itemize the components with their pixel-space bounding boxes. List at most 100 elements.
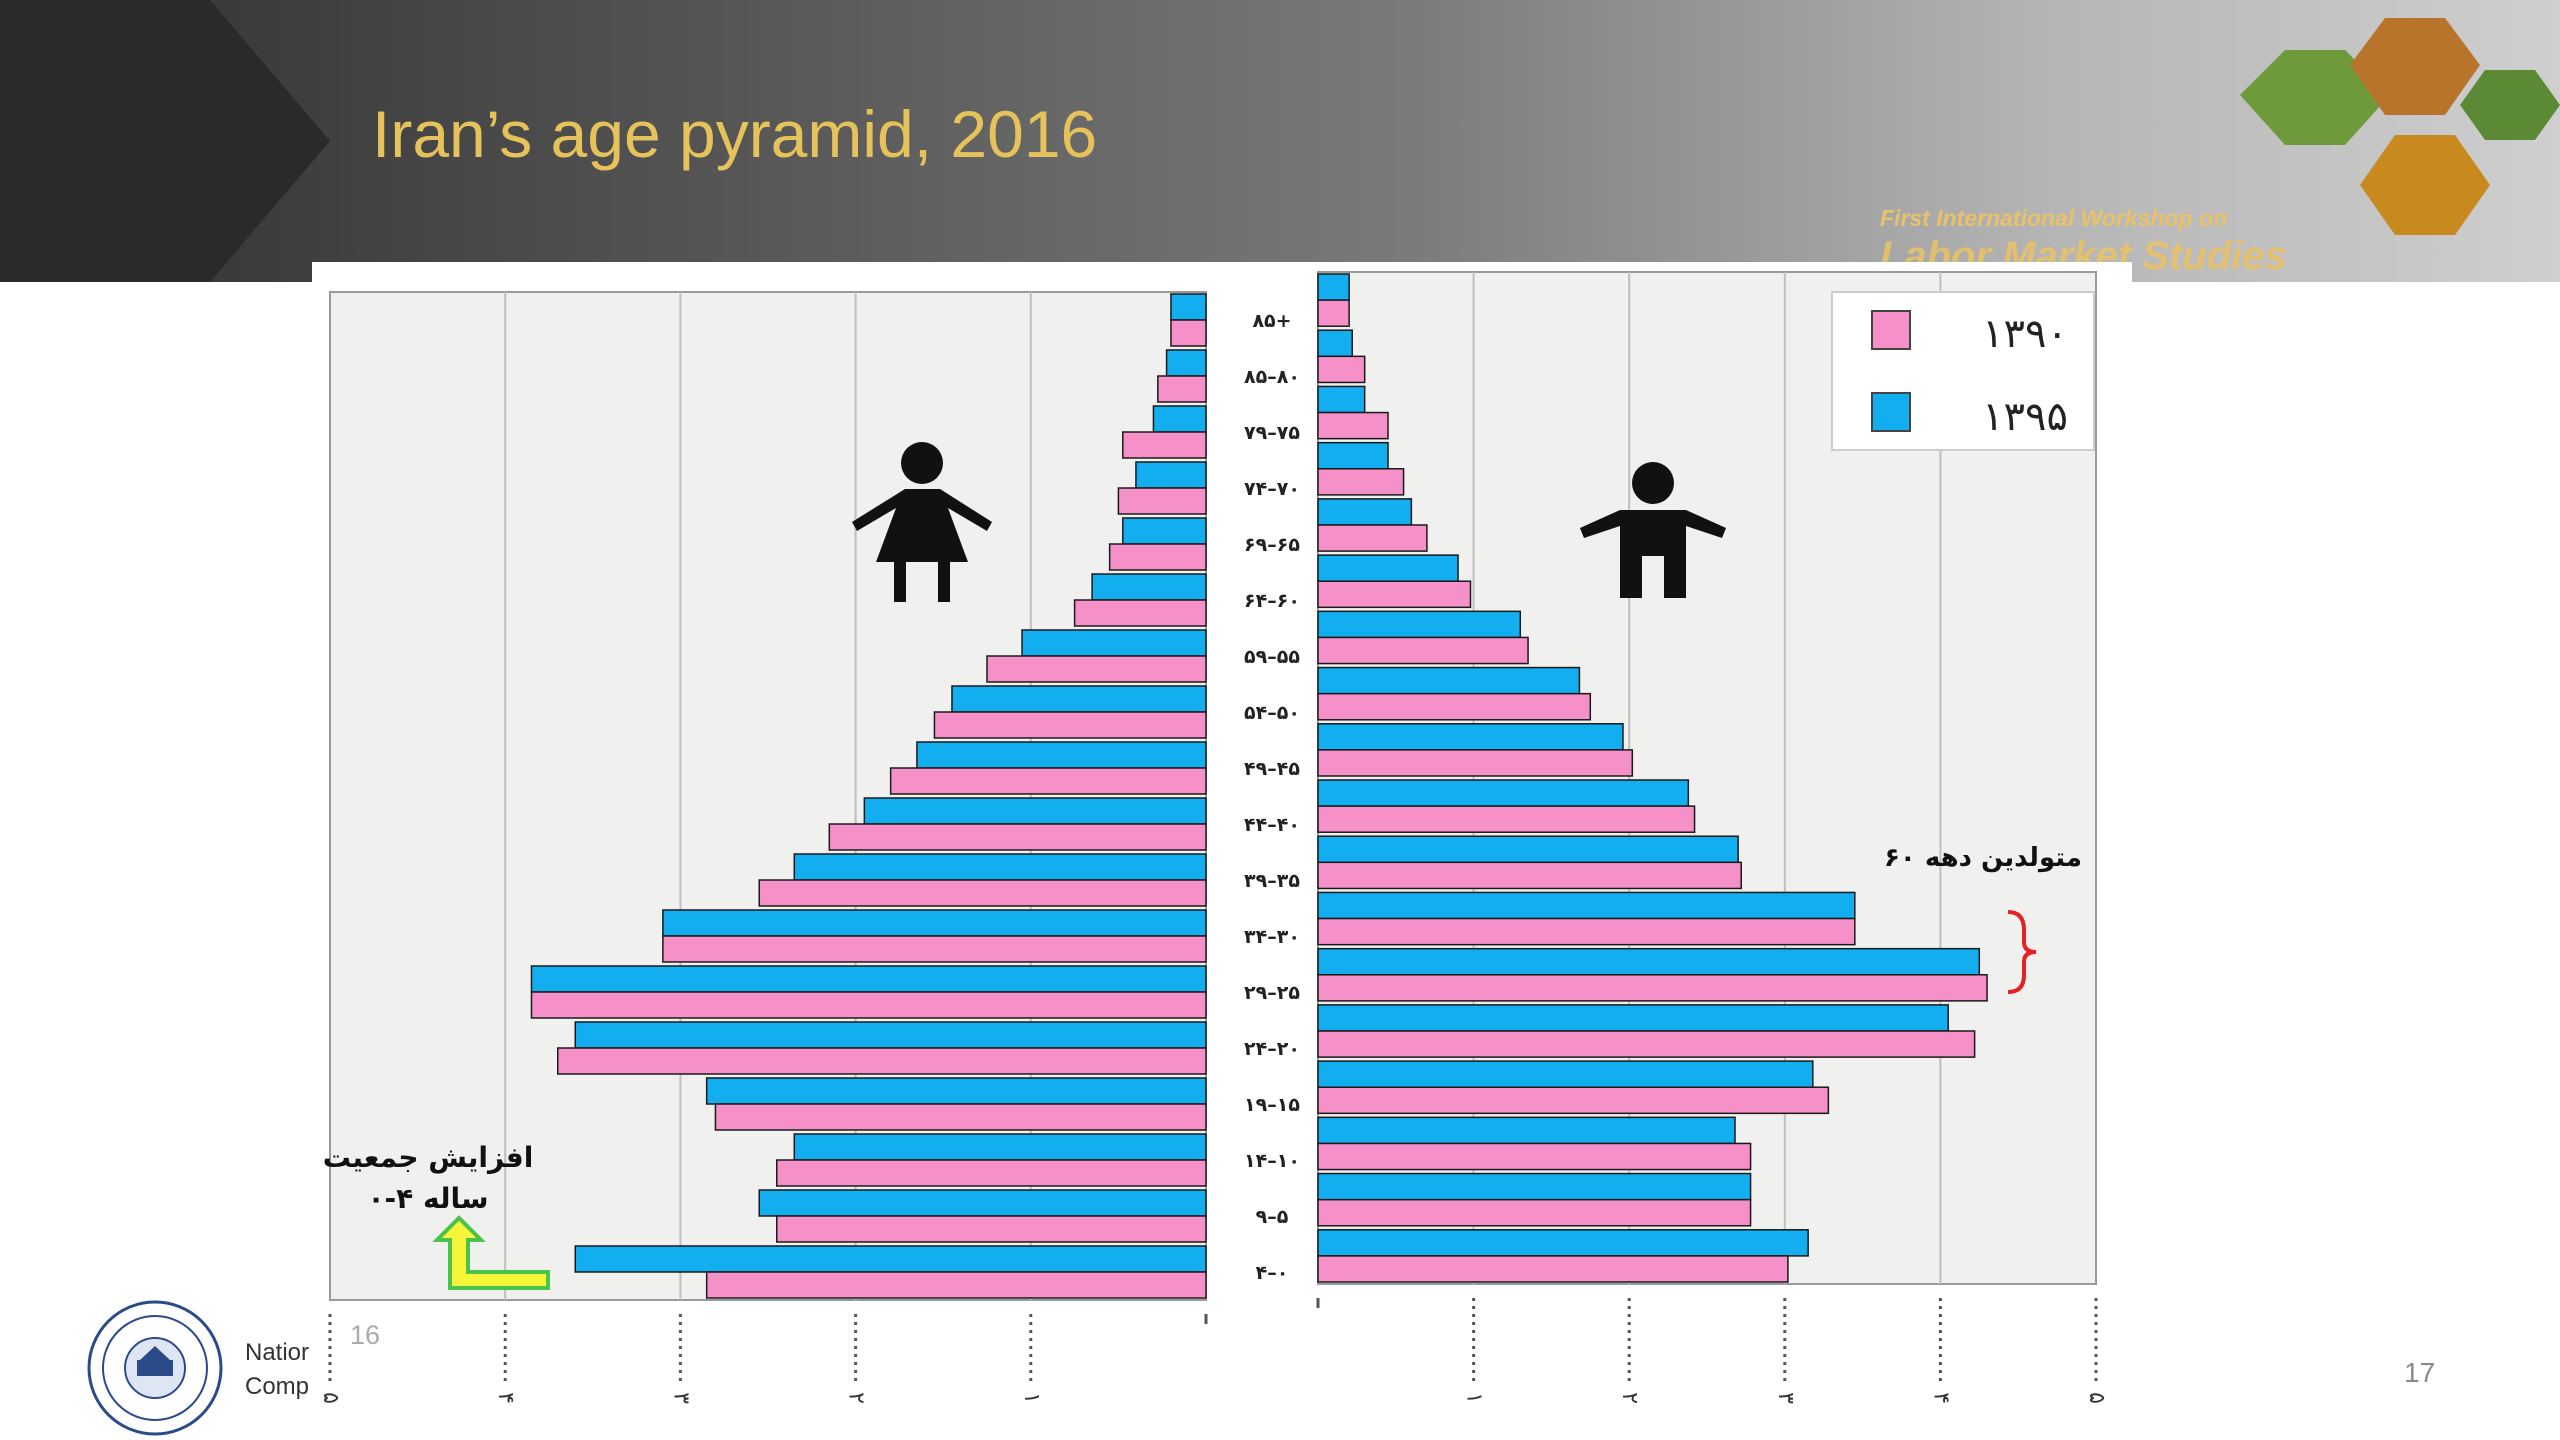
male-bar-1390 — [1317, 1198, 1752, 1227]
male-bar-1390 — [1317, 468, 1405, 496]
logo-caption-line-2: Comp — [245, 1373, 310, 1400]
male-bar-1395 — [1317, 329, 1353, 358]
female-bar-1395 — [951, 685, 1207, 713]
male-bar-1390 — [1317, 749, 1634, 777]
logo-caption-line-1: Natior — [245, 1339, 310, 1366]
plot-layer — [329, 271, 2097, 1301]
female-bar-1390 — [986, 655, 1207, 683]
female-bar-1390 — [933, 711, 1207, 739]
age-group-label: ۸۵+ — [1252, 310, 1291, 332]
legend-swatch-1390 — [1871, 310, 1911, 350]
female-bar-1395 — [1122, 517, 1207, 545]
legend-label-1390: ۱۳۹۰ — [1982, 311, 2068, 357]
female-bar-1390 — [662, 935, 1207, 963]
female-annotation-line-1: افزایش جمعیت — [323, 1141, 534, 1174]
hex-image-field — [2240, 50, 2390, 145]
header-chevron — [0, 0, 330, 282]
male-bar-1390 — [1317, 580, 1472, 609]
male-bar-1390 — [1317, 524, 1428, 552]
hex-image-sparks — [2350, 18, 2480, 115]
legend-swatch-1395 — [1871, 392, 1911, 432]
male-bar-1395 — [1317, 554, 1459, 582]
age-group-label: ۷۴–۷۰ — [1244, 478, 1300, 500]
female-bar-1395 — [1170, 293, 1207, 321]
female-bar-1395 — [705, 1077, 1207, 1105]
female-bar-1390 — [705, 1271, 1207, 1299]
male-bar-1395 — [1317, 441, 1389, 470]
male-bar-1390 — [1317, 1086, 1830, 1115]
axis-ticks: ۵ ۴ ۳ ۲ ۱ ۱ ۲ ۳ ۴ ۵ — [318, 1298, 2109, 1404]
male-bar-1390 — [1317, 917, 1856, 946]
female-bar-1390 — [776, 1215, 1207, 1243]
male-tick-label: ۴ — [1928, 1392, 1953, 1404]
male-bar-1395 — [1317, 1004, 1949, 1032]
age-group-label: ۴۹–۴۵ — [1244, 758, 1300, 780]
male-bar-1390 — [1317, 411, 1389, 440]
workshop-line-1: First International Workshop on — [1880, 205, 2228, 231]
female-bar-1390 — [557, 1047, 1207, 1075]
female-bar-1395 — [758, 1189, 1207, 1217]
age-group-label: ۱۴–۱۰ — [1244, 1150, 1300, 1172]
female-tick-label: ۲ — [844, 1392, 869, 1404]
male-bar-1395 — [1317, 779, 1690, 807]
male-bar-1395 — [1317, 666, 1581, 695]
logo-caption: Natior Comp — [245, 1336, 309, 1404]
male-bar-1395 — [1317, 723, 1624, 751]
category-labels: ۸۵+ ۸۵–۸۰ ۷۹–۷۵ ۷۴–۷۰ ۶۹–۶۵ ۶۴–۶۰ ۵۹–۵۵ ۵۴–۵۰ ۴۹… — [1244, 310, 1300, 1284]
female-bar-1395 — [530, 965, 1207, 993]
female-bar-1390 — [889, 767, 1207, 795]
male-bar-1390 — [1317, 355, 1366, 384]
female-bar-1390 — [1108, 543, 1207, 571]
male-bar-1395 — [1317, 498, 1413, 526]
female-plot-area — [329, 291, 1207, 1301]
logo-emblem-icon — [87, 1300, 223, 1436]
male-bar-1395 — [1317, 1229, 1809, 1257]
age-group-label: ۴–۰ — [1256, 1262, 1289, 1284]
male-bar-1390 — [1317, 636, 1529, 665]
female-tick-label: ۱ — [1019, 1392, 1044, 1404]
male-bar-1395 — [1317, 947, 1981, 976]
female-bar-1390 — [758, 879, 1207, 907]
age-group-label: ۳۴–۳۰ — [1244, 926, 1300, 948]
female-bar-1395 — [916, 741, 1207, 769]
male-annotation-text: متولدین دهه ۶۰ — [1884, 843, 2082, 873]
female-tick-label: ۳ — [668, 1392, 693, 1404]
female-bar-1395 — [1165, 349, 1207, 377]
female-tick-label: ۵ — [318, 1392, 343, 1404]
male-tick-label: ۳ — [1773, 1392, 1798, 1404]
female-tick-label: ۴ — [493, 1392, 518, 1404]
male-tick-label: ۲ — [1617, 1392, 1642, 1404]
female-bar-1395 — [1091, 573, 1207, 601]
arrow-up-icon — [432, 1215, 550, 1290]
male-bar-1390 — [1317, 1255, 1789, 1283]
age-group-label: ۵۹–۵۵ — [1244, 646, 1300, 668]
workshop-logo-hexagons — [2240, 18, 2560, 235]
age-group-label: ۳۹–۳۵ — [1244, 870, 1300, 892]
female-bar-1390 — [776, 1159, 1207, 1187]
male-bar-1390 — [1317, 861, 1742, 890]
male-bar-1395 — [1317, 610, 1522, 639]
age-group-label: ۵۴–۵۰ — [1244, 702, 1300, 724]
hex-image-green — [2460, 70, 2560, 140]
male-bar-1395 — [1317, 1116, 1736, 1145]
male-bar-1395 — [1317, 1172, 1752, 1201]
female-bar-1395 — [1021, 629, 1207, 657]
bars-layer — [530, 273, 1988, 1299]
female-bar-1390 — [1157, 375, 1207, 403]
male-bar-1395 — [1317, 835, 1739, 864]
male-bar-1390 — [1317, 1142, 1752, 1171]
age-group-label: ۷۹–۷۵ — [1244, 422, 1300, 444]
inner-page-number: 16 — [350, 1320, 381, 1350]
female-bar-1390 — [1122, 431, 1207, 459]
age-group-label: ۲۴–۲۰ — [1244, 1038, 1300, 1060]
slide-number: 17 — [2404, 1357, 2436, 1388]
male-bar-1395 — [1317, 891, 1856, 920]
age-group-label: ۸۵–۸۰ — [1244, 366, 1300, 388]
female-annotation: افزایش جمعیت ۰-۴ ساله — [323, 1141, 550, 1290]
female-bar-1395 — [793, 853, 1207, 881]
female-bar-1390 — [530, 991, 1207, 1019]
male-bar-1395 — [1317, 1060, 1814, 1088]
age-group-label: ۲۹–۲۵ — [1244, 982, 1300, 1004]
age-group-label: ۱۹–۱۵ — [1244, 1094, 1300, 1116]
